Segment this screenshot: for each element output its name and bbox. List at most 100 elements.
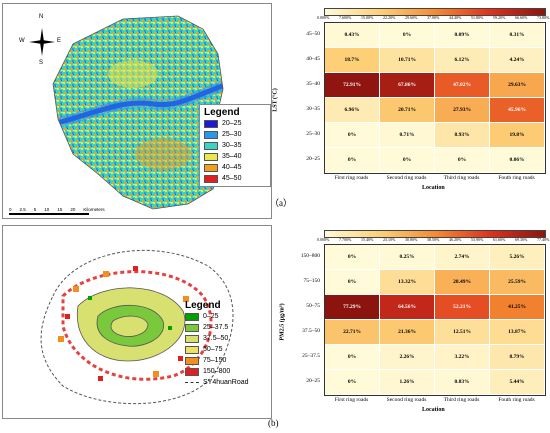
- heatmap-cell: 52.21%: [435, 295, 490, 320]
- legend-road-label: SY4huanRoad: [203, 379, 249, 386]
- heatmap-ylabel: LST (°C): [272, 88, 279, 112]
- heatmap-cell: 64.56%: [380, 295, 435, 320]
- legend-item: 20–25: [204, 118, 266, 129]
- heatmap-row-label: 35–40: [306, 80, 320, 87]
- heatmap-cell: 0.31%: [490, 23, 545, 48]
- heatmap-cell: 1.26%: [380, 370, 435, 395]
- heatmap-cell: 0.09%: [435, 23, 490, 48]
- heatmap-cell: 0%: [325, 123, 380, 148]
- legend-swatch: [185, 367, 199, 376]
- legend-item: 0–25: [185, 311, 255, 322]
- heatmap-cell: 41.25%: [490, 295, 545, 320]
- heatmap-col-label: Second ring roads: [386, 397, 427, 403]
- legend-swatch: [204, 119, 218, 128]
- legend-label: 45–50: [222, 175, 242, 182]
- heatmap-row-label: 20–25: [306, 377, 320, 384]
- colorbar-tick: 30.80%: [405, 237, 418, 242]
- legend-label: 40–45: [222, 164, 242, 171]
- heatmap-cell: 12.51%: [435, 320, 490, 345]
- heatmap-grid: 0% 0.25% 2.74% 5.26% 0% 13.32% 28.49% 25.59% 77.…: [324, 244, 546, 396]
- scale-tick: 10: [44, 207, 50, 212]
- heatmap-col-label: Second ring roads: [386, 175, 427, 181]
- heatmap-col-label: Fouth ring roads: [498, 175, 535, 181]
- heatmap-row-label: 50–75: [306, 302, 320, 309]
- heatmap-cell: 5.44%: [490, 370, 545, 395]
- heatmap-row-label: 150–800: [300, 252, 320, 259]
- legend-swatch: [204, 130, 218, 139]
- heatmap-cell: 6.96%: [325, 98, 380, 123]
- legend-label: 30–35: [222, 142, 242, 149]
- scale-tick: 2.5: [19, 207, 26, 212]
- heatmap-row-label: 25–37.5: [302, 352, 320, 359]
- heatmap-cell: 20.71%: [380, 98, 435, 123]
- legend-swatch: [204, 152, 218, 161]
- heatmap-cell: 2.26%: [380, 345, 435, 370]
- colorbar-tick: 77.40%: [537, 237, 550, 242]
- heatmap-cell: 8.93%: [435, 123, 490, 148]
- heatmap-cell: 77.29%: [325, 295, 380, 320]
- colorbar-tick: 7.700%: [339, 237, 352, 242]
- heatmap-cell: 47.02%: [435, 73, 490, 98]
- legend-swatch: [204, 163, 218, 172]
- legend-swatch: [185, 345, 199, 354]
- heatmap-row-label: 20–25: [306, 155, 320, 162]
- colorbar: [324, 230, 546, 238]
- lst-map-panel: N S W E 0 2.5 5 10 15 20 Kilometers Lege…: [2, 3, 272, 219]
- lst-map: [52, 15, 229, 210]
- lst-heatmap: 0.000% 7.600% 15.00% 22.20% 29.60% 37.00% 44.4…: [273, 0, 550, 196]
- colorbar-tick: 0.000%: [317, 15, 330, 20]
- compass-n: N: [39, 14, 44, 20]
- legend-item: 150–800: [185, 366, 255, 377]
- heatmap-cell: 6.12%: [435, 48, 490, 73]
- heatmap-col-label: Third ring roads: [443, 175, 480, 181]
- panel-b-caption: (b): [268, 418, 279, 428]
- legend-item: 75–150: [185, 355, 255, 366]
- legend-label: 25–37.5: [203, 324, 229, 331]
- colorbar-tick: 61.60%: [493, 237, 506, 242]
- legend-item: 25–30: [204, 129, 266, 140]
- heatmap-cell: 13.87%: [490, 320, 545, 345]
- heatmap-cell: 28.49%: [435, 270, 490, 295]
- heatmap-xlabel: Location: [422, 407, 445, 413]
- colorbar-tick: 66.60%: [515, 15, 528, 20]
- heatmap-cell: 0%: [435, 148, 490, 173]
- heatmap-cell: 8.79%: [490, 345, 545, 370]
- heatmap-cell: 13.32%: [380, 270, 435, 295]
- heatmap-cell: 2.74%: [435, 245, 490, 270]
- heatmap-col-label: Fouth ring roads: [498, 397, 535, 403]
- legend-item: 37.5–50: [185, 333, 255, 344]
- heatmap-cell: 29.63%: [490, 73, 545, 98]
- scale-tick: 5: [33, 207, 37, 212]
- colorbar-tick: 59.20%: [493, 15, 506, 20]
- panel-a-caption: （a）: [270, 198, 292, 208]
- heatmap-cell: 0%: [325, 148, 380, 173]
- legend-item: 35–40: [204, 151, 266, 162]
- heatmap-cell: 25.59%: [490, 270, 545, 295]
- heatmap-cell: 4.24%: [490, 48, 545, 73]
- heatmap-col-label: Third ring roads: [443, 397, 480, 403]
- heatmap-cell: 0%: [380, 148, 435, 173]
- heatmap-xlabel: Location: [422, 185, 445, 191]
- legend-item: 45–50: [204, 173, 266, 184]
- scale-unit: Kilometers: [83, 207, 105, 212]
- heatmap-cell: 0%: [380, 23, 435, 48]
- heatmap-cell: 22.71%: [325, 320, 380, 345]
- legend-label: 35–40: [222, 153, 242, 160]
- legend-label: 37.5–50: [203, 335, 229, 342]
- scale-tick: 20: [70, 207, 76, 212]
- heatmap-cell: 67.86%: [380, 73, 435, 98]
- heatmap-ylabel: PM2.5 (μg/m³): [279, 303, 286, 341]
- scale-tick: 0: [9, 207, 12, 212]
- heatmap-cell: 72.91%: [325, 73, 380, 98]
- legend-item: 30–35: [204, 140, 266, 151]
- colorbar-tick: 23.10%: [383, 237, 396, 242]
- legend-label: 50–75: [203, 346, 223, 353]
- heatmap-grid: 0.43% 0% 0.09% 0.31% 18.7% 10.71% 6.12% 4.24% 72…: [324, 22, 546, 174]
- heatmap-cell: 0%: [325, 370, 380, 395]
- legend-swatch: [185, 312, 199, 321]
- colorbar-tick: 37.00%: [427, 15, 440, 20]
- heatmap-cell: 18.7%: [325, 48, 380, 73]
- legend-swatch: [204, 174, 218, 183]
- heatmap-cell: 0%: [325, 245, 380, 270]
- heatmap-row-label: 37.5–50: [302, 327, 320, 334]
